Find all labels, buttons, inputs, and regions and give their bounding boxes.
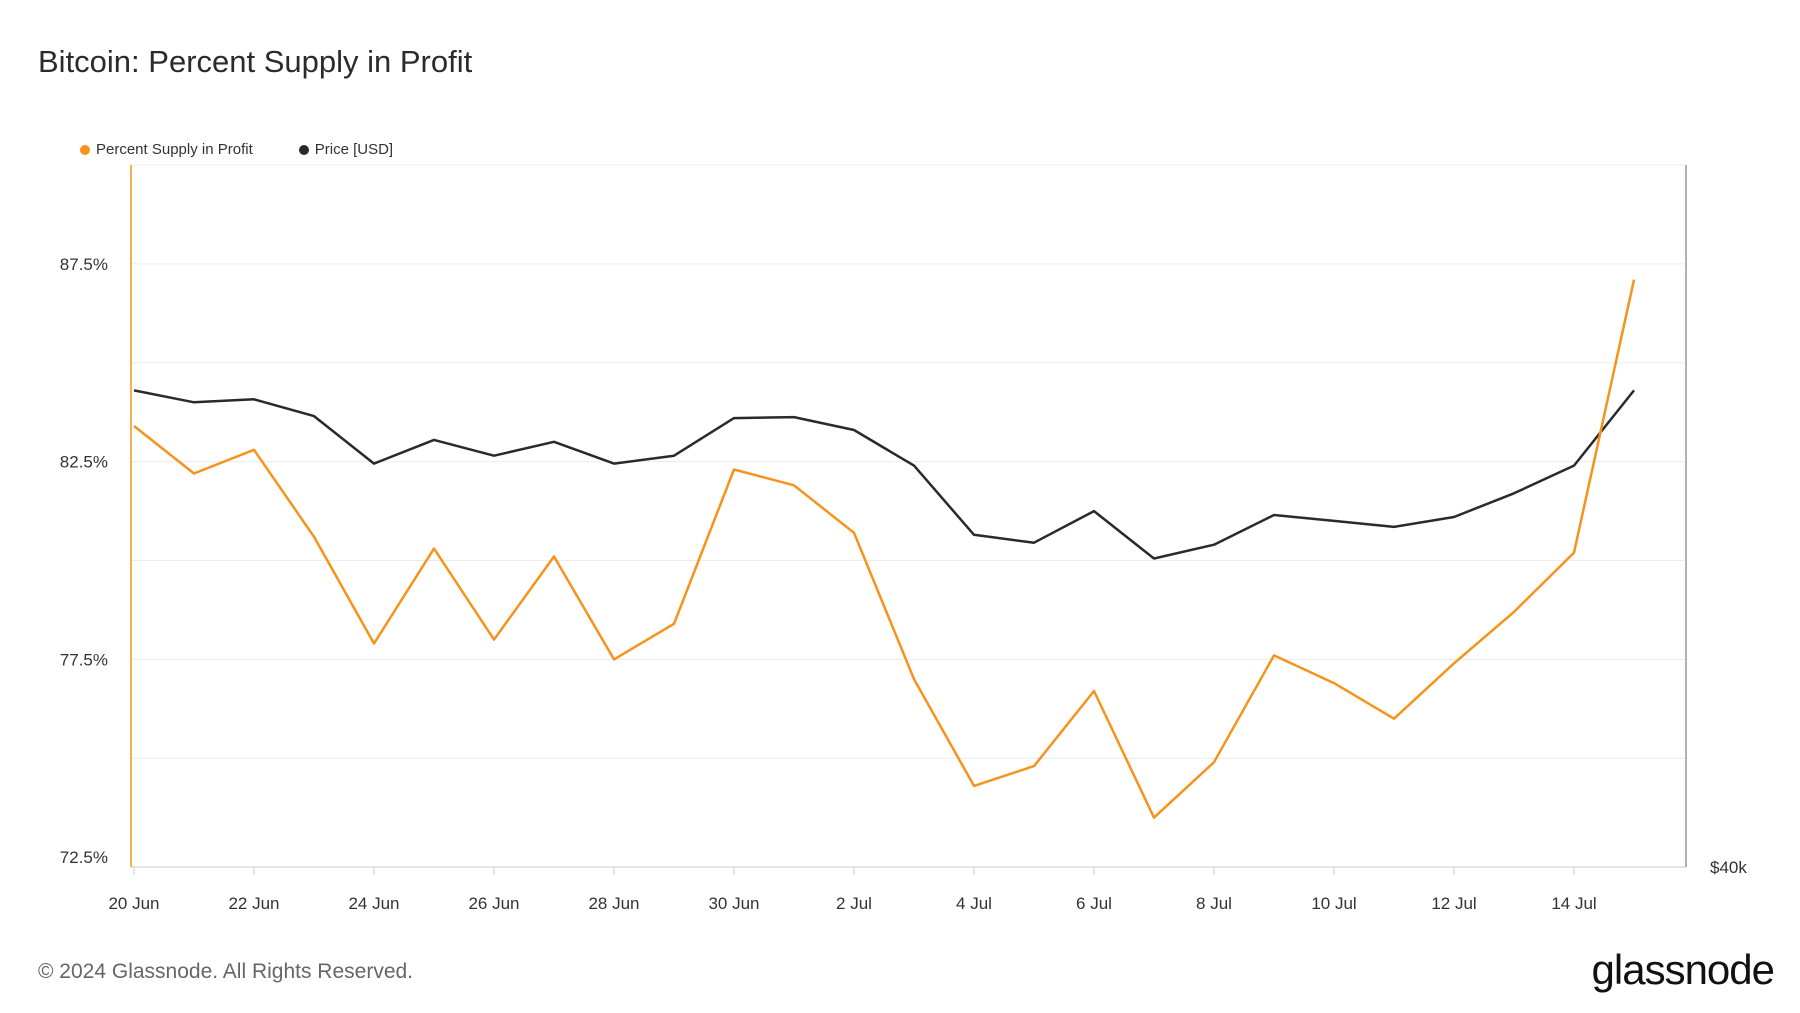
legend-item-price[interactable]: Price [USD] bbox=[298, 141, 394, 158]
legend-item-supply[interactable]: Percent Supply in Profit bbox=[80, 141, 253, 158]
legend-dot-price bbox=[298, 144, 309, 155]
series-line-supply bbox=[133, 279, 1636, 819]
x-tick-label: 24 Jun bbox=[348, 894, 399, 913]
x-tick-label: 12 Jul bbox=[1431, 894, 1476, 913]
glassnode-logo[interactable]: glassnode bbox=[1591, 946, 1775, 993]
x-tick-label: 30 Jun bbox=[708, 894, 759, 913]
x-tick-label: 2 Jul bbox=[836, 894, 872, 913]
legend-label-price: Price [USD] bbox=[314, 141, 394, 158]
x-tick-label: 22 Jun bbox=[228, 894, 279, 913]
x-tick-label: 4 Jul bbox=[956, 894, 992, 913]
y-left-tick-label: 82.5% bbox=[60, 453, 108, 472]
copyright-text: © 2024 Glassnode. All Rights Reserved. bbox=[38, 960, 414, 983]
x-tick-label: 8 Jul bbox=[1196, 894, 1232, 913]
y-left-tick-label: 87.5% bbox=[60, 255, 108, 274]
axes bbox=[130, 165, 1687, 868]
chart-title: Bitcoin: Percent Supply in Profit bbox=[38, 44, 473, 79]
x-tick-label: 14 Jul bbox=[1551, 894, 1596, 913]
series-line-price bbox=[133, 389, 1635, 560]
y-left-tick-label: 72.5% bbox=[60, 848, 108, 867]
legend: Percent Supply in Profit Price [USD] bbox=[80, 141, 393, 158]
x-tick-label: 28 Jun bbox=[588, 894, 639, 913]
x-tick-label: 10 Jul bbox=[1311, 894, 1356, 913]
legend-dot-supply bbox=[80, 144, 90, 155]
y-axis-ticks: 87.5% 82.5% 77.5% 72.5% $40k bbox=[60, 255, 1748, 877]
legend-label-supply: Percent Supply in Profit bbox=[96, 141, 253, 158]
x-axis-ticks: 20 Jun 22 Jun 24 Jun 26 Jun 28 Jun 30 Jun 2 Ju… bbox=[108, 867, 1597, 913]
x-tick-label: 6 Jul bbox=[1076, 894, 1112, 913]
x-tick-label: 20 Jun bbox=[108, 894, 159, 913]
series-lines bbox=[133, 279, 1636, 819]
y-right-tick-label: $40k bbox=[1710, 858, 1747, 877]
y-left-tick-label: 77.5% bbox=[60, 650, 108, 669]
grid bbox=[131, 164, 1686, 759]
x-tick-label: 26 Jun bbox=[468, 894, 519, 913]
